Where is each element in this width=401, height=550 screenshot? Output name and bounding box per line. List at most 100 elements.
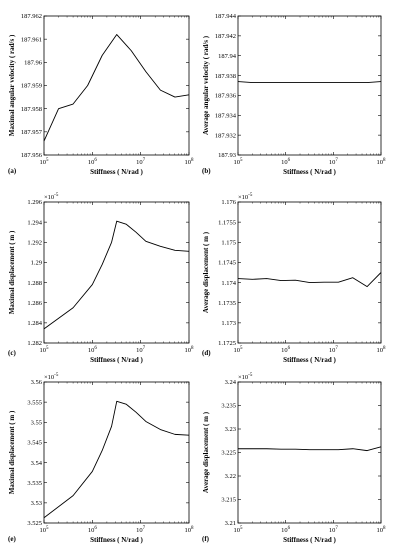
x-axis-label: Stiffness ( N/rad ) [90, 356, 143, 364]
x-tick-label: 105 [234, 158, 244, 166]
x-tick-label: 108 [185, 346, 195, 354]
y-tick-label: 187.962 [21, 13, 42, 20]
plot-frame [237, 15, 382, 156]
y-tick-label: 3.55 [31, 419, 42, 426]
y-tick-label: 3.525 [27, 520, 42, 527]
y-multiplier: ×10-5 [238, 373, 253, 381]
x-tick-label: 106 [281, 526, 291, 534]
y-tick-label: 1.288 [27, 280, 42, 287]
y-tick-label: 1.286 [27, 300, 42, 307]
panel-label: (e) [8, 535, 16, 543]
y-tick-label: 1.29 [31, 260, 42, 267]
series-line [237, 81, 382, 83]
y-tick-label: 1.296 [27, 199, 42, 206]
y-tick-label: 1.176 [221, 199, 236, 206]
y-tick-label: 1.292 [27, 239, 42, 246]
y-axis-label: Average displacement ( m ) [202, 411, 210, 493]
y-tick-label: 1.1755 [218, 219, 236, 226]
y-multiplier: ×10-5 [238, 193, 253, 201]
x-tick-label: 108 [377, 346, 387, 354]
x-tick-label: 107 [329, 526, 339, 534]
x-tick-label: 107 [136, 346, 146, 354]
x-tick-label: 106 [88, 158, 98, 166]
chart-panel-a: 187.956 187.957 187.958 187.959 187.96 187.96… [8, 13, 194, 176]
x-tick-label: 105 [234, 346, 244, 354]
plot-frame [43, 15, 190, 156]
x-tick-label: 108 [377, 526, 387, 534]
y-tick-label: 3.22 [225, 473, 236, 480]
x-axis-label: Stiffness ( N/rad ) [283, 536, 336, 544]
chart-panel-f: 3.21 3.215 3.22 3.225 3.23 3.235 3.24 105 106 107… [202, 373, 386, 544]
x-tick-label: 107 [136, 526, 146, 534]
panel-label: (d) [202, 349, 211, 357]
y-multiplier: ×10-5 [44, 373, 59, 381]
y-tick-label: 3.535 [27, 480, 42, 487]
y-tick-label: 187.936 [215, 93, 237, 100]
panel-label: (c) [8, 349, 16, 357]
y-tick-label: 1.294 [27, 219, 42, 226]
y-tick-label: 187.961 [21, 36, 42, 43]
panel-label: (a) [8, 167, 17, 175]
y-multiplier: ×10-5 [44, 193, 59, 201]
y-tick-label: 1.173 [221, 320, 236, 327]
x-axis-label: Stiffness ( N/rad ) [90, 536, 143, 544]
x-tick-label: 106 [281, 158, 291, 166]
y-axis-label: Average angular velocity ( rad/s ) [202, 35, 210, 135]
x-tick-label: 105 [40, 526, 50, 534]
y-tick-label: 1.175 [221, 239, 236, 246]
y-tick-label: 1.284 [27, 320, 42, 327]
y-tick-label: 1.1745 [218, 260, 236, 267]
y-tick-label: 187.942 [215, 33, 236, 40]
y-tick-label: 3.21 [225, 520, 236, 527]
y-tick-label: 187.932 [215, 132, 236, 139]
y-tick-label: 3.23 [225, 426, 236, 433]
y-tick-label: 187.934 [215, 112, 237, 119]
plot-frame [237, 201, 382, 344]
y-tick-label: 3.24 [225, 379, 237, 386]
x-tick-label: 105 [40, 158, 50, 166]
series-line [43, 400, 190, 519]
y-tick-label: 1.174 [221, 280, 236, 287]
y-tick-label: 3.235 [221, 403, 236, 410]
y-tick-label: 3.56 [31, 379, 43, 386]
y-tick-label: 1.1735 [218, 300, 236, 307]
series-line [237, 272, 382, 288]
x-axis-label: Stiffness ( N/rad ) [283, 356, 336, 364]
y-axis-label: Maximal angular velocity ( rad/s ) [8, 34, 16, 136]
x-tick-label: 106 [281, 346, 291, 354]
x-tick-label: 108 [377, 158, 387, 166]
chart-panel-c: 1.282 1.284 1.286 1.288 1.29 1.292 1.294 1.296 1… [8, 193, 194, 364]
series-line [43, 34, 190, 142]
y-tick-label: 187.96 [24, 60, 43, 67]
x-axis-label: Stiffness ( N/rad ) [90, 168, 143, 176]
chart-panel-d: 1.1725 1.173 1.1735 1.174 1.1745 1.175 1.1755 1… [202, 193, 386, 364]
y-tick-label: 187.938 [215, 73, 236, 80]
x-tick-label: 106 [88, 346, 98, 354]
y-tick-label: 3.225 [221, 450, 236, 457]
plot-frame [43, 201, 190, 344]
y-tick-label: 3.545 [27, 440, 42, 447]
y-tick-label: 1.1725 [218, 340, 236, 347]
x-tick-label: 107 [329, 346, 339, 354]
y-axis-label: Average displacement ( m ) [202, 231, 210, 313]
x-tick-label: 107 [136, 158, 146, 166]
y-tick-label: 187.956 [21, 152, 43, 159]
y-axis-label: Maximal displacement ( m ) [8, 230, 16, 314]
series-line [238, 446, 382, 452]
y-tick-label: 3.53 [31, 500, 42, 507]
x-tick-label: 108 [185, 526, 195, 534]
chart-panel-b: 187.93 187.932 187.934 187.936 187.938 187.94… [202, 13, 386, 176]
y-tick-label: 187.957 [21, 129, 43, 136]
y-tick-label: 187.958 [21, 106, 42, 113]
y-tick-label: 3.54 [31, 460, 43, 467]
x-tick-label: 105 [40, 346, 50, 354]
y-tick-label: 187.944 [215, 13, 237, 20]
y-tick-label: 187.93 [218, 152, 236, 159]
panel-label: (b) [202, 167, 211, 175]
y-tick-label: 1.282 [27, 340, 42, 347]
plot-frame [237, 381, 382, 524]
y-tick-label: 187.94 [218, 53, 237, 60]
y-tick-label: 3.555 [27, 399, 42, 406]
y-tick-label: 187.959 [21, 83, 42, 90]
